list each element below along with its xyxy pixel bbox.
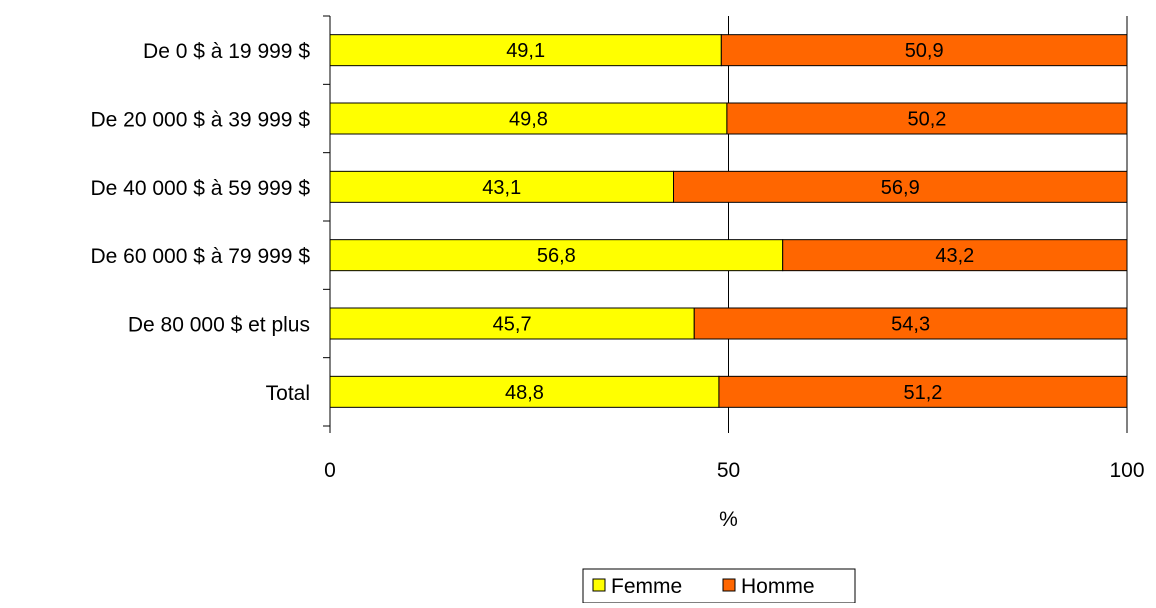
legend-label: Femme <box>611 575 682 598</box>
y-tick-label: De 0 $ à 19 999 $ <box>143 40 310 63</box>
bar-homme <box>726 102 1128 135</box>
y-tick-label: De 60 000 $ à 79 999 $ <box>90 245 310 268</box>
bar-femme <box>329 307 695 340</box>
y-tick-label: De 80 000 $ et plus <box>128 314 310 337</box>
data-label: 56,9 <box>881 177 920 199</box>
data-label: 49,1 <box>506 40 545 62</box>
bar-homme <box>782 239 1128 272</box>
x-tick-label: 100 <box>1109 459 1144 482</box>
bar-homme <box>718 375 1128 408</box>
data-label: 51,2 <box>903 382 942 404</box>
x-axis-title: % <box>719 508 738 531</box>
data-label: 50,2 <box>907 109 946 131</box>
data-label: 56,8 <box>537 245 576 267</box>
x-tick-label: 0 <box>324 459 336 482</box>
legend-swatch-homme <box>722 578 736 592</box>
data-label: 50,9 <box>905 40 944 62</box>
data-label: 54,3 <box>891 314 930 336</box>
data-label: 43,1 <box>482 177 521 199</box>
y-tick-label: Total <box>266 382 310 405</box>
x-tick-label: 50 <box>717 459 740 482</box>
bar-homme <box>673 170 1128 203</box>
data-label: 48,8 <box>505 382 544 404</box>
bar-homme <box>693 307 1128 340</box>
data-label: 49,8 <box>509 109 548 131</box>
bar-homme <box>720 34 1128 67</box>
legend-swatch-femme <box>592 578 606 592</box>
y-tick-label: De 20 000 $ à 39 999 $ <box>90 109 310 132</box>
legend-box <box>582 568 856 604</box>
data-label: 43,2 <box>935 245 974 267</box>
bar-femme <box>329 239 784 272</box>
legend-label: Homme <box>741 575 815 598</box>
data-label: 45,7 <box>493 314 532 336</box>
y-tick-label: De 40 000 $ à 59 999 $ <box>90 177 310 200</box>
bar-femme <box>329 375 720 408</box>
